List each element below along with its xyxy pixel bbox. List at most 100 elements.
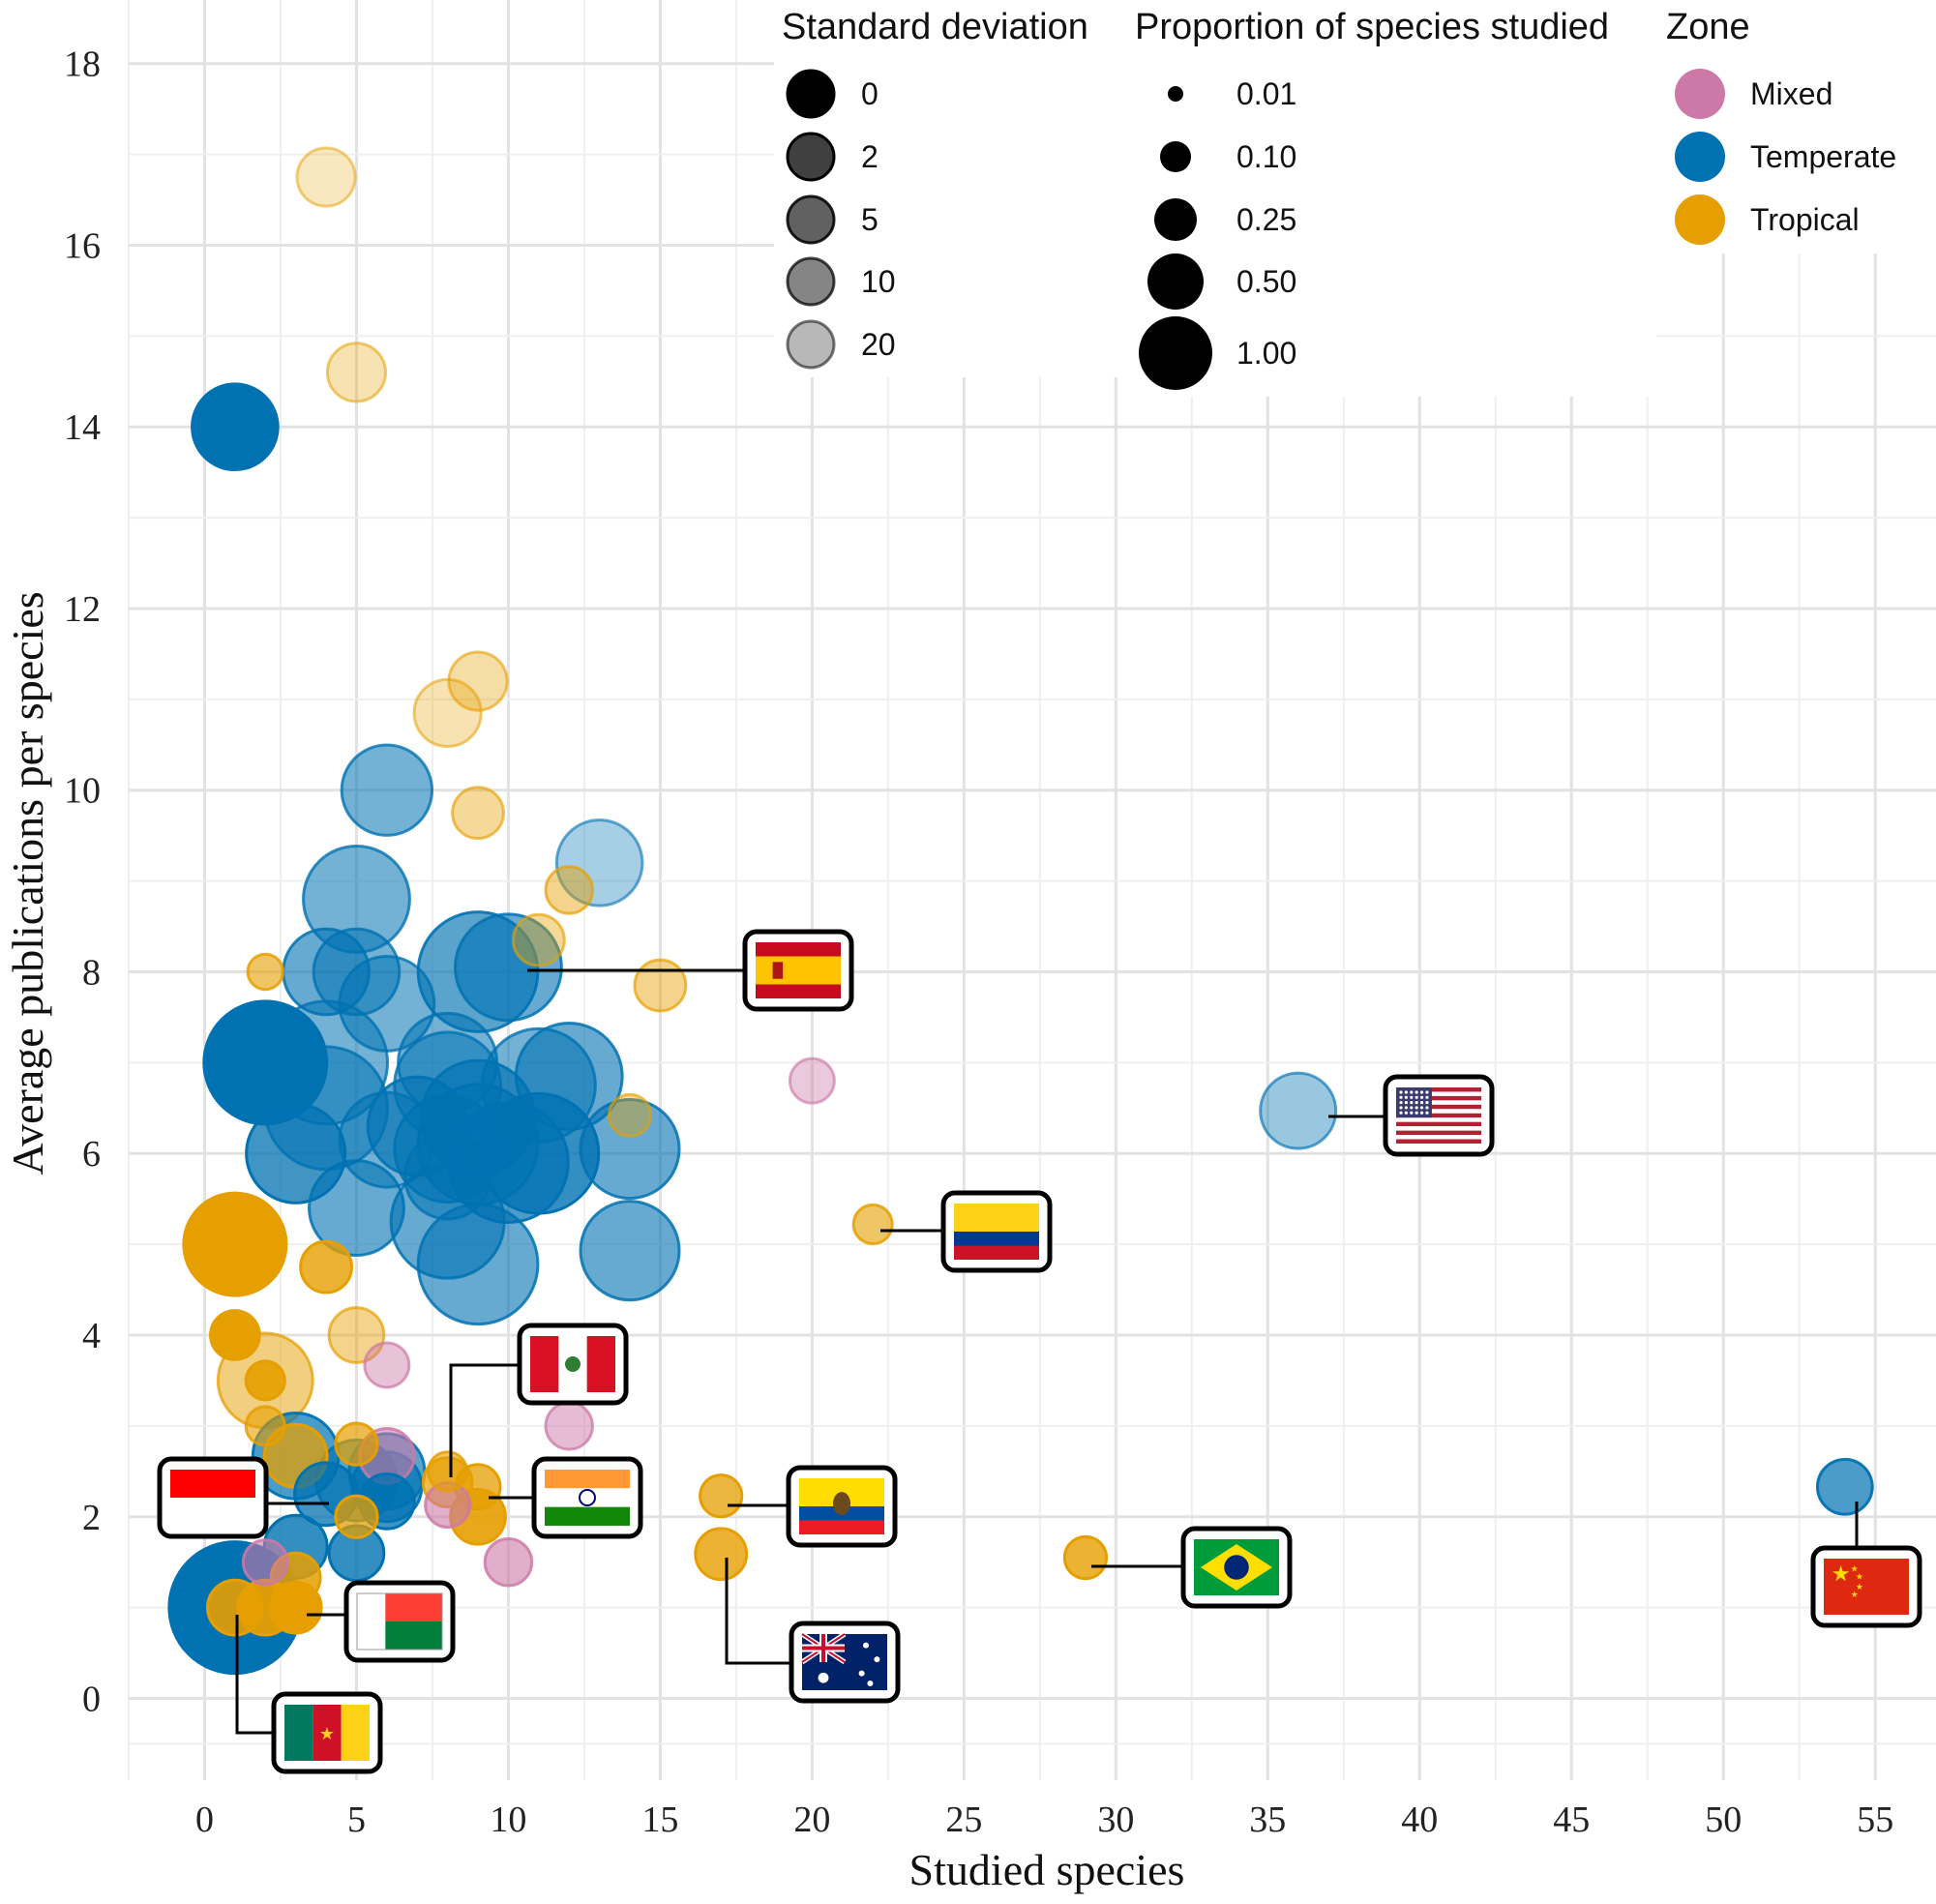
flag-stripe (545, 1470, 630, 1489)
data-point-tropical (447, 650, 509, 712)
legend-proportion-swatch (1147, 253, 1204, 310)
flag-star (1419, 1111, 1424, 1115)
x-tick-label: 55 (1857, 1800, 1893, 1840)
data-point-tropical (699, 1473, 744, 1519)
x-tick-label: 35 (1249, 1800, 1286, 1840)
data-point-temperate (1815, 1457, 1874, 1516)
flag-star (818, 1672, 829, 1683)
flag-star (1404, 1106, 1408, 1110)
flag-stripe (954, 1245, 1039, 1260)
data-point-tropical (209, 1309, 261, 1361)
flag-star (1399, 1090, 1403, 1094)
legend-proportion-label: 0.01 (1236, 76, 1296, 111)
legend-zone-label: Temperate (1750, 139, 1896, 174)
indonesia-flag (170, 1470, 255, 1526)
data-point-mixed (363, 1341, 411, 1389)
flag-star (1410, 1101, 1414, 1105)
legend-proportion: Proportion of species studied 0.01 0.10 0.… (1122, 0, 1656, 397)
flag-stripe (586, 1336, 615, 1392)
leader-line (725, 1558, 791, 1665)
australia-flag (800, 1631, 887, 1690)
data-point-temperate (308, 1159, 405, 1257)
y-tick-label: 18 (64, 45, 101, 85)
data-point-temperate (191, 382, 280, 472)
legend-sd-label: 10 (861, 264, 896, 299)
flag-star (874, 1656, 880, 1663)
flag-star (1415, 1106, 1418, 1110)
legend-sd-swatch (786, 132, 836, 182)
y-tick-label: 8 (82, 952, 101, 993)
usa-flag (1396, 1087, 1481, 1144)
y-tick-label: 6 (82, 1134, 101, 1175)
flag-stripe (1396, 1100, 1481, 1105)
madagascar-flag (356, 1592, 443, 1651)
legend-zone-swatch (1675, 132, 1725, 182)
y-tick-label: 14 (64, 407, 101, 448)
flag-stripe (1396, 1121, 1481, 1127)
flag-stripe (1396, 1117, 1481, 1122)
flag-annotation-india (489, 1456, 643, 1539)
china-flag: ★ ★★★★ (1824, 1559, 1909, 1615)
flag-annotation-cameroon: ★ (235, 1615, 383, 1774)
data-point-mixed (483, 1536, 534, 1588)
flag-star (1415, 1111, 1418, 1115)
flag-star (1404, 1095, 1408, 1099)
data-point-temperate (579, 1098, 681, 1201)
flag-star (1425, 1111, 1429, 1115)
x-axis-title: Studied species (909, 1845, 1185, 1894)
flag-stripe (385, 1593, 442, 1621)
leader-line (235, 1615, 274, 1735)
data-point-tropical (325, 342, 388, 403)
data-point-tropical (633, 958, 688, 1013)
brazil-flag (1194, 1539, 1279, 1595)
data-point-temperate (1259, 1071, 1338, 1150)
flag-star: ★ (1851, 1564, 1859, 1574)
data-point-mixed (241, 1538, 289, 1587)
data-point-temperate (554, 818, 644, 907)
flag-star (1419, 1101, 1424, 1105)
data-point-tropical (246, 952, 284, 992)
flag-stripe (1396, 1130, 1481, 1136)
ecuador-flag (799, 1478, 884, 1534)
flag-annotation-australia (725, 1558, 901, 1704)
flag-star (1399, 1106, 1403, 1110)
flag-chakra (579, 1489, 596, 1506)
flag-stripe (545, 1488, 630, 1507)
flag-star (1419, 1106, 1424, 1110)
data-point-tropical (334, 1494, 379, 1539)
legend-sd-label: 2 (861, 139, 879, 174)
flag-stripe (385, 1621, 442, 1650)
y-tick-label: 0 (82, 1680, 101, 1720)
flag-star: ★ (1832, 1562, 1851, 1587)
data-point-tropical (1062, 1534, 1109, 1581)
legend-zone: Zone Mixed Temperate Tropical (1656, 0, 1936, 253)
colombia-flag (954, 1204, 1039, 1260)
flag-stripe (545, 1506, 630, 1526)
flag-annotation-china: ★ ★★★★ (1810, 1502, 1922, 1628)
data-point-temperate (340, 743, 434, 837)
data-point-temperate (579, 1200, 681, 1302)
x-tick-label: 0 (195, 1800, 214, 1840)
flag-stripe (341, 1705, 370, 1761)
y-tick-label: 2 (82, 1498, 101, 1538)
y-tick-label: 10 (64, 771, 101, 812)
flag-star: ★ (1851, 1591, 1859, 1600)
flag-stripe (170, 1498, 255, 1526)
data-point-tropical (295, 146, 357, 208)
y-axis-title: Average publications per species (3, 591, 52, 1175)
legend-sd-label: 5 (861, 202, 879, 237)
x-tick-label: 30 (1097, 1800, 1134, 1840)
legend-sd-title: Standard deviation (782, 7, 1088, 47)
x-tick-label: 50 (1705, 1800, 1742, 1840)
flag-star (1419, 1095, 1424, 1099)
flag-star (1410, 1095, 1414, 1099)
data-point-tropical (182, 1191, 288, 1297)
flag-stripe (954, 1204, 1039, 1232)
x-tick-label: 25 (945, 1800, 982, 1840)
flag-stripe (1396, 1126, 1481, 1131)
legend-sd-swatch (786, 194, 836, 245)
flag-star (1415, 1090, 1418, 1094)
flag-annotation-peru (449, 1323, 629, 1477)
y-tick-label: 4 (82, 1316, 101, 1356)
